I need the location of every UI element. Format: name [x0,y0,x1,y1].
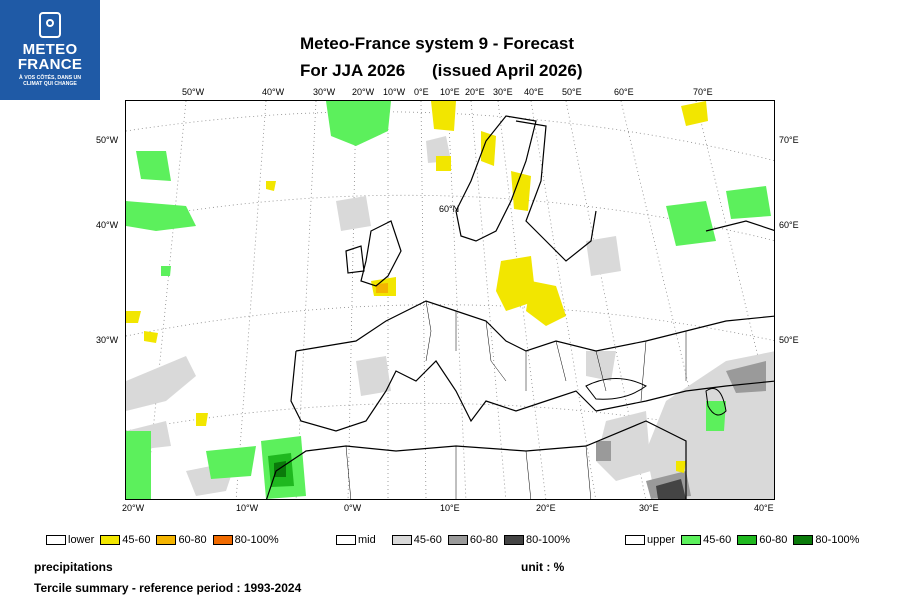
logo-tagline: À VOS CÔTÉS, DANS UN CLIMAT QUI CHANGE [0,75,100,87]
lower-tercile-areas [126,101,708,473]
top-lon-label: 70°E [693,87,713,97]
forecast-title: Meteo-France system 9 - Forecast For JJA… [300,30,583,84]
legend-swatch-upper-45 [681,535,702,545]
legend-swatch-mid-45 [391,535,412,545]
legend-swatch-lower [46,535,66,545]
legend-upper-label: upper [647,534,676,546]
upper-tercile-areas [126,101,771,499]
legend-mid-bin: 45-60 [413,534,442,546]
legend-lower-label: lower [68,534,95,546]
mid-tercile-80-100 [656,479,686,499]
bottom-lon-label: 10°E [440,503,460,513]
right-lat-label: 70°E [779,135,799,145]
map-canvas: 60°N [126,101,774,499]
top-lon-label: 0°E [414,87,429,97]
logo-line1: METEO [22,41,78,58]
bottom-lon-label: 30°E [639,503,659,513]
legend-swatch-mid-80 [504,535,525,545]
legend-swatch-lower-45 [100,535,121,545]
unit-label: unit : % [521,560,565,574]
legend-swatch-lower-60 [156,535,177,545]
bottom-lon-label: 10°W [236,503,259,513]
summary-label: Tercile summary - reference period : 199… [34,581,302,595]
caspian-sea-outline [705,388,727,416]
meteo-france-logo: METEO FRANCE À VOS CÔTÉS, DANS UN CLIMAT… [0,0,100,100]
bottom-lon-label: 0°W [344,503,362,513]
left-lat-label: 30°W [96,335,119,345]
bottom-lon-label: 40°E [754,503,774,513]
top-lon-label: 40°E [524,87,544,97]
top-lon-label: 40°W [262,87,285,97]
legend-lower-bin: 45-60 [122,534,151,546]
legend-swatch-upper-80 [793,535,814,545]
top-lon-label: 30°E [493,87,513,97]
top-lon-label: 10°E [440,87,460,97]
black-sea-outline [585,378,647,400]
logo-line2: FRANCE [17,56,83,73]
forecast-map: 60°N [125,100,775,500]
legend-swatch-mid-60 [447,535,468,545]
legend-upper: upper 45-60 60-80 80-100% [625,534,865,546]
legend-swatch-mid [336,535,356,545]
legend-upper-bin: 60-80 [759,534,788,546]
top-lon-label: 50°W [182,87,205,97]
top-lon-label: 10°W [383,87,406,97]
top-lon-label: 20°W [352,87,375,97]
legend-mid-bin: 60-80 [469,534,499,546]
variable-label: precipitations [34,560,113,574]
lower-tercile-60-80 [376,283,388,293]
legend-lower-bin: 60-80 [178,534,207,546]
left-lat-label: 40°W [96,220,119,230]
mid-tercile-areas [126,136,774,499]
bottom-lon-label: 20°E [536,503,556,513]
title-issued: (issued April 2026) [431,61,583,80]
legend-lower-bin: 80-100% [234,534,279,546]
legend-swatch-lower-80 [212,535,233,545]
logo-tagline-1: À VOS CÔTÉS, DANS UN [19,75,81,81]
title-line2: For JJA 2026 (issued April 2026) [300,57,583,84]
bottom-lon-label: 20°W [122,503,145,513]
right-lat-label: 60°E [779,220,799,230]
legend-upper-bin: 80-100% [815,534,860,546]
top-lon-label: 60°E [614,87,634,97]
top-lon-label: 20°E [465,87,485,97]
meteo-france-mark-icon [39,12,61,38]
right-lat-label: 50°E [779,335,799,345]
legend-mid: mid 45-60 60-80 80-100% [336,534,576,546]
top-lon-label: 50°E [562,87,582,97]
inner-lat-label: 60°N [439,204,459,214]
title-season: For JJA 2026 [300,61,406,80]
legend-swatch-upper [625,535,645,545]
country-borders [345,300,687,499]
graticule [126,101,774,499]
title-line1: Meteo-France system 9 - Forecast [300,34,574,53]
logo-tagline-2: CLIMAT QUI CHANGE [23,81,77,87]
legend-lower: lower 45-60 60-80 80-100% [46,534,285,546]
left-lat-label: 50°W [96,135,119,145]
legend-mid-bin: 80-100% [526,534,571,546]
legend-upper-bin: 45-60 [703,534,732,546]
legend-swatch-upper-60 [737,535,758,545]
top-lon-label: 30°W [313,87,336,97]
legend-mid-label: mid [358,534,376,546]
